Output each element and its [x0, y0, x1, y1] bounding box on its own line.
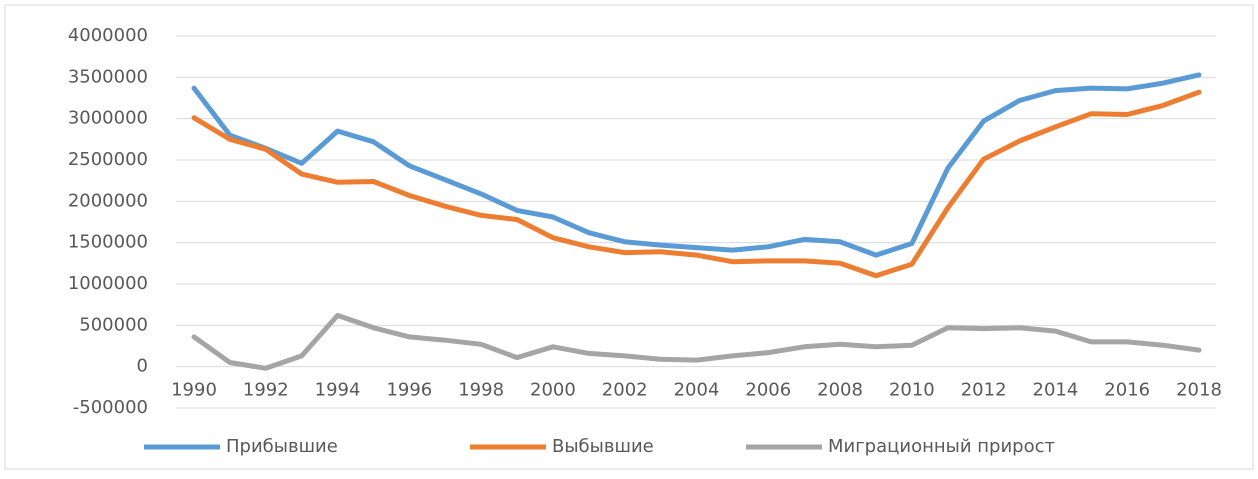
x-tick-label: 2004 — [674, 380, 720, 401]
y-tick-label: 1000000 — [68, 273, 148, 294]
legend-label: Миграционный прирост — [828, 436, 1055, 457]
y-tick-label: 4000000 — [68, 25, 148, 46]
series-line — [191, 312, 1202, 371]
x-tick-label: 1998 — [458, 380, 504, 401]
y-tick-label: 2000000 — [68, 190, 148, 211]
x-tick-label: 2012 — [961, 380, 1007, 401]
legend-label: Выбывшие — [552, 436, 654, 457]
chart-frame — [4, 4, 1254, 470]
x-tick-label: 2014 — [1033, 380, 1079, 401]
legend-label: Прибывшие — [226, 436, 338, 457]
x-tick-label: 2018 — [1176, 380, 1222, 401]
x-tick-label: 1994 — [315, 380, 361, 401]
x-tick-label: 2006 — [745, 380, 791, 401]
x-tick-label: 2002 — [602, 380, 648, 401]
x-tick-label: 2016 — [1104, 380, 1150, 401]
x-tick-label: 2010 — [889, 380, 935, 401]
x-tick-label: 1996 — [386, 380, 432, 401]
x-tick-label: 1990 — [171, 380, 217, 401]
y-tick-label: 1500000 — [68, 232, 148, 253]
x-tick-label: 1992 — [243, 380, 289, 401]
y-tick-label: 2500000 — [68, 149, 148, 170]
series-line — [191, 89, 1202, 279]
y-tick-label: 3500000 — [68, 66, 148, 87]
series-line — [191, 72, 1202, 258]
y-tick-label: 500000 — [79, 314, 148, 335]
y-tick-label: -500000 — [73, 397, 148, 418]
x-tick-label: 2008 — [817, 380, 863, 401]
y-tick-label: 0 — [137, 356, 148, 377]
x-tick-label: 2000 — [530, 380, 576, 401]
y-tick-label: 3000000 — [68, 108, 148, 129]
